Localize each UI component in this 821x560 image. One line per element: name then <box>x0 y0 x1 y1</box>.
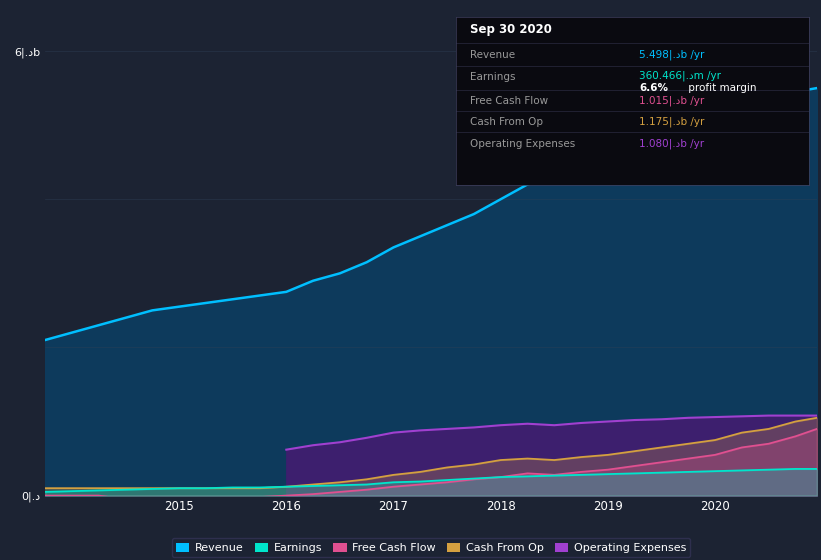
Text: 6.6%: 6.6% <box>640 83 668 93</box>
Text: Revenue: Revenue <box>470 50 515 59</box>
Text: 1.175|.دb /yr: 1.175|.دb /yr <box>640 116 704 127</box>
Text: Operating Expenses: Operating Expenses <box>470 139 575 148</box>
Text: profit margin: profit margin <box>686 83 757 93</box>
Text: Cash From Op: Cash From Op <box>470 117 543 127</box>
Text: Sep 30 2020: Sep 30 2020 <box>470 23 552 36</box>
Text: 1.080|.دb /yr: 1.080|.دb /yr <box>640 138 704 149</box>
Text: Free Cash Flow: Free Cash Flow <box>470 96 548 106</box>
Text: 1.015|.دb /yr: 1.015|.دb /yr <box>640 96 704 106</box>
Text: 5.498|.دb /yr: 5.498|.دb /yr <box>640 49 704 60</box>
Text: Earnings: Earnings <box>470 72 516 82</box>
Legend: Revenue, Earnings, Free Cash Flow, Cash From Op, Operating Expenses: Revenue, Earnings, Free Cash Flow, Cash … <box>172 538 690 557</box>
Text: 360.466|.دm /yr: 360.466|.دm /yr <box>640 71 721 81</box>
